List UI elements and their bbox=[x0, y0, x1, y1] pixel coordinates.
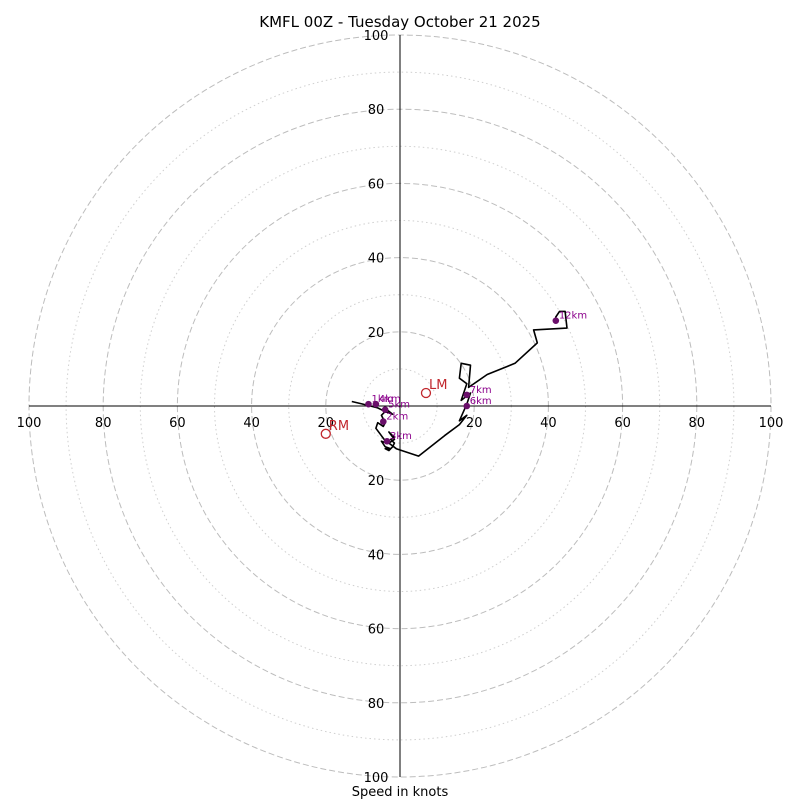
x-tick-label: 20 bbox=[318, 416, 335, 431]
x-tick-label: 80 bbox=[95, 416, 112, 431]
y-tick-label: 20 bbox=[368, 326, 385, 341]
height-marker-12km bbox=[552, 317, 560, 324]
x-tick-label: 40 bbox=[540, 416, 557, 431]
y-tick-label: 100 bbox=[364, 29, 389, 44]
height-marker-2km bbox=[380, 418, 387, 425]
height-label-7km: 7km bbox=[470, 385, 492, 396]
x-tick-label: 60 bbox=[169, 416, 186, 431]
height-label-2km: 2km bbox=[386, 412, 408, 423]
storm-motion-markers: RM LM bbox=[320, 378, 447, 439]
height-marker-3km bbox=[383, 437, 391, 445]
x-axis-label: Speed in knots bbox=[352, 785, 449, 800]
x-tick-label: 80 bbox=[689, 416, 706, 431]
height-marker-1km bbox=[365, 400, 372, 408]
x-tick-label: 40 bbox=[243, 416, 260, 431]
storm-motion-rm bbox=[320, 428, 331, 439]
x-tick-label: 60 bbox=[614, 416, 631, 431]
height-label-1km: 1km bbox=[371, 394, 393, 405]
height-label-5km: 5km bbox=[388, 400, 410, 411]
height-label-3km: 3km bbox=[390, 431, 412, 442]
y-tick-label: 40 bbox=[368, 548, 385, 563]
y-tick-label: 80 bbox=[368, 103, 385, 118]
height-label-4km: 4km bbox=[379, 394, 401, 405]
x-tick-label: 20 bbox=[466, 416, 483, 431]
x-tick-label: 100 bbox=[17, 416, 42, 431]
y-tick-label: 60 bbox=[368, 177, 385, 192]
height-marker-5km bbox=[381, 406, 389, 414]
y-tick-label: 60 bbox=[368, 623, 385, 638]
y-tick-label: 100 bbox=[364, 771, 389, 786]
tick-labels: 100 80 60 40 20 20 40 60 80 100 100 80 60 40 20 20 40 60 8… bbox=[17, 29, 784, 786]
storm-motion-lm bbox=[420, 387, 432, 399]
height-label-12km: 12km bbox=[559, 311, 587, 322]
y-tick-label: 20 bbox=[368, 474, 385, 489]
y-tick-label: 80 bbox=[368, 697, 385, 712]
height-marker-7km bbox=[463, 391, 471, 399]
hodograph-trace bbox=[351, 310, 568, 457]
storm-motion-label-lm: LM bbox=[429, 378, 447, 393]
storm-motion-label-rm: RM bbox=[329, 419, 349, 434]
axes bbox=[29, 35, 771, 777]
chart-title: KMFL 00Z - Tuesday October 21 2025 bbox=[259, 13, 540, 31]
height-label-6km: 6km bbox=[470, 396, 492, 407]
x-tick-label: 100 bbox=[759, 416, 784, 431]
height-marker-6km bbox=[463, 402, 471, 410]
height-marker-4km bbox=[372, 400, 380, 408]
hodograph-trace-layer bbox=[351, 310, 568, 457]
y-tick-label: 40 bbox=[368, 252, 385, 267]
